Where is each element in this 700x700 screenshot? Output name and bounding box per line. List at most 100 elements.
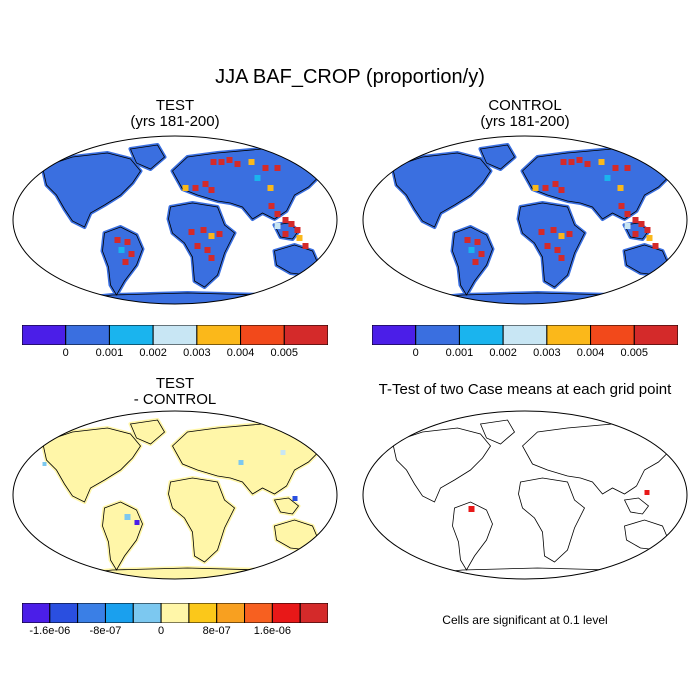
grid-cell [566,231,573,237]
colorbar-swatch [22,325,67,345]
colorbar-tick-label: 0.005 [620,347,649,359]
colorbar-swatch [271,603,301,623]
colorbar-swatch [546,325,592,345]
grid-cell [294,227,301,233]
grid-cell [644,490,650,495]
map-test [12,135,338,305]
grid-cell [558,255,565,261]
antarctica-fill [403,568,678,582]
grid-cell [280,450,286,455]
africa-coastline [168,477,236,563]
grid-cell [200,227,207,233]
colorbar-swatch [22,603,51,623]
grid-cell [652,243,659,249]
colorbar-swatch [590,325,635,345]
significance-note: Cells are significant at 0.1 level [442,613,608,627]
south-america-coastline [452,226,493,296]
grid-cell [646,235,653,241]
colorbar-swatch [152,325,198,345]
colorbar-tick-label: 0.001 [445,347,474,359]
maritime-coastline [273,222,300,240]
colorbar-swatch [502,325,548,345]
panel-title-line1: TEST [155,97,195,114]
africa-coastline [518,202,586,288]
grid-cell [274,211,281,217]
panel-title-line2: (yrs 181-200) [130,113,220,130]
panel-title-line1: T-Test of two Case means at each grid po… [378,381,672,398]
panel-title-control: CONTROL (yrs 181-200) [375,98,675,130]
grid-cell [282,231,289,237]
map-border [362,135,688,305]
colorbar-swatch [372,325,417,345]
grid-cell [204,247,211,253]
map-border [12,135,338,305]
colorbar-tick-label: 0 [62,347,69,359]
north-america-coastline [392,427,491,503]
colorbar-tick-label: 0.002 [489,347,517,359]
grid-cell [118,247,125,253]
colorbar-swatch [188,603,218,623]
colorbar-swatch [283,325,328,345]
grid-cell [472,259,479,265]
north-america-coastline [42,152,141,228]
grid-cell [208,233,215,239]
africa-coastline [518,477,586,563]
australia-fill [272,243,321,277]
colorbar-tick-label: 0 [158,625,165,637]
colorbar-swatch [160,603,190,623]
australia-fill [625,520,669,550]
colorbar-tick-label: 0.005 [270,347,299,359]
colorbar-control-labels: 0 0.001 0.002 0.003 0.004 0.005 [372,347,678,363]
africa-coastline [168,202,236,288]
grid-cell [216,231,223,237]
grid-cell [568,159,575,165]
grid-cell [226,157,233,163]
grid-cell [552,181,559,187]
grid-cell [296,235,303,241]
maritime-fill [625,498,649,514]
panel-title-line1: CONTROL [488,97,562,114]
colorbar-test [22,325,328,345]
grid-cell [267,185,274,191]
colorbar-swatch [240,325,285,345]
colorbar-tick-label: -8e-07 [89,625,122,637]
grid-cell [122,259,129,265]
grid-cell [584,161,591,167]
grid-cell [128,251,135,257]
grid-cell [468,247,475,253]
colorbar-tick-label: 0.004 [576,347,605,359]
grid-cell [464,237,471,243]
grid-cell [288,221,295,227]
grid-cell [550,227,557,233]
grid-cell [538,229,545,235]
grid-cell [134,520,140,525]
grid-cell [210,159,217,165]
grid-cell [182,185,189,191]
north-america-coastline [42,427,141,503]
africa-fill [516,201,587,289]
grid-cell [254,175,261,181]
colorbar-swatch [104,603,134,623]
grid-cell [274,223,281,229]
colorbar-tick-label: 8e-07 [202,625,231,637]
map-frame [362,410,688,582]
map-clip [40,418,330,579]
grid-cell [194,243,201,249]
grid-cell [192,185,199,191]
panel-title-test: TEST (yrs 181-200) [25,98,325,130]
grid-cell [598,159,605,165]
panel-title-line2: (yrs 181-200) [480,113,570,130]
grid-cell [542,185,549,191]
grid-cell [624,223,631,229]
panel-title-diff: TEST - CONTROL [25,376,325,408]
greenland-coastline [479,419,516,445]
colorbar-tick-label: -1.6e-06 [29,625,71,637]
grid-cell [282,217,289,223]
grid-cell [558,233,565,239]
grid-cell [474,239,481,245]
grid-cell [554,247,561,253]
map-ttest [362,410,688,582]
maritime-coastline [623,222,650,240]
antarctica-fill [400,291,680,304]
map-clip [390,143,680,304]
